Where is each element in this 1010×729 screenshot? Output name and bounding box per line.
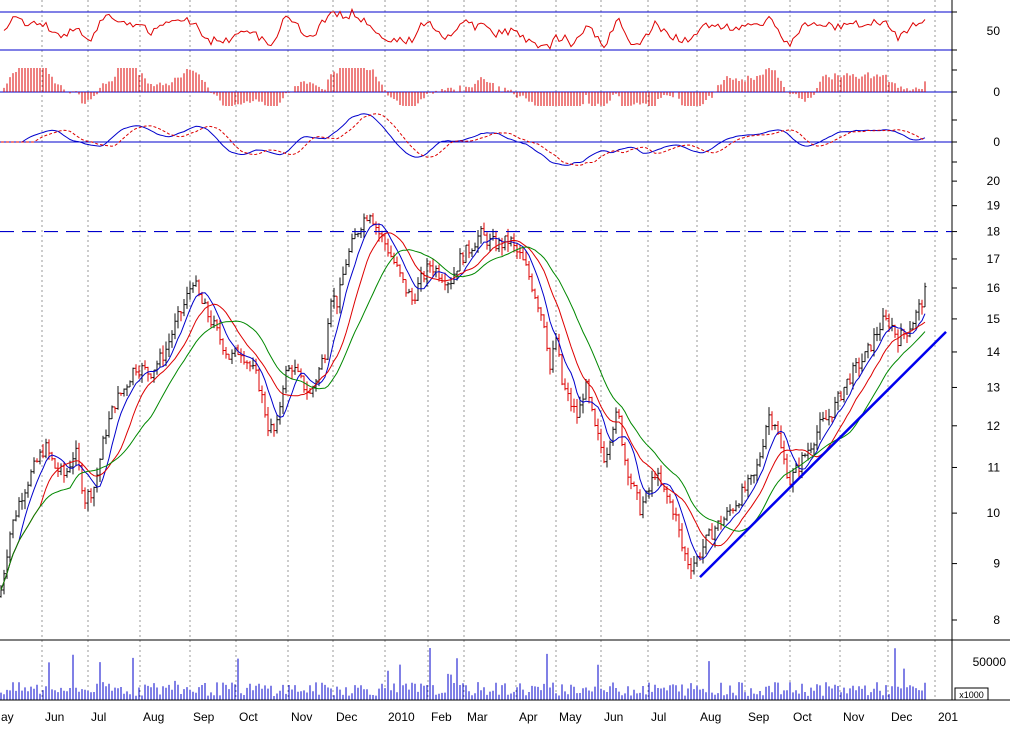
x-tick-label: Jul bbox=[651, 710, 666, 724]
moving-average-mid bbox=[0, 232, 926, 591]
price-tick-label: 9 bbox=[993, 557, 1000, 571]
indicator-tick-label: 50 bbox=[987, 24, 1001, 38]
indicator-tick-label: 0 bbox=[993, 85, 1000, 99]
rsi-line bbox=[3, 7, 926, 50]
x-tick-label: Oct bbox=[793, 710, 812, 724]
x-tick-label: Nov bbox=[291, 710, 312, 724]
support-trendline bbox=[699, 330, 947, 578]
x-tick-label: Sep bbox=[193, 710, 215, 724]
x-tick-label: 201 bbox=[938, 710, 958, 724]
x-tick-label: Aug bbox=[143, 710, 164, 724]
price-tick-label: 13 bbox=[987, 380, 1001, 394]
price-panel bbox=[0, 213, 952, 598]
indicator-tick-label: 0 bbox=[993, 135, 1000, 149]
x-tick-label: Oct bbox=[239, 710, 258, 724]
x-tick-label: Nov bbox=[843, 710, 864, 724]
macd-line bbox=[1, 113, 926, 166]
x-tick-label: Mar bbox=[467, 710, 488, 724]
x-tick-label: Jun bbox=[45, 710, 64, 724]
price-tick-label: 14 bbox=[987, 345, 1001, 359]
price-tick-label: 20 bbox=[987, 174, 1001, 188]
price-tick-label: 19 bbox=[987, 199, 1001, 213]
price-tick-label: 8 bbox=[993, 613, 1000, 627]
volume-unit-box bbox=[954, 687, 989, 701]
x-tick-label: Sep bbox=[748, 710, 770, 724]
price-tick-label: 11 bbox=[988, 460, 1001, 474]
price-tick-label: 10 bbox=[987, 506, 1001, 520]
x-tick-label: Aug bbox=[700, 710, 721, 724]
grid bbox=[41, 0, 936, 700]
price-tick-label: 18 bbox=[987, 225, 1001, 239]
x-tick-label: Jun bbox=[604, 710, 623, 724]
moving-average-slow bbox=[0, 246, 926, 591]
axis-labels: 8 9 10 11 12 13 14 15 16 17 18 19 20 50 0 0 50000 x1000 ay… bbox=[1, 11, 1007, 724]
price-tick-label: 16 bbox=[987, 281, 1001, 295]
x-tick-label: Apr bbox=[519, 710, 538, 724]
price-tick-label: 15 bbox=[987, 312, 1001, 326]
x-tick-label: Dec bbox=[891, 710, 912, 724]
x-tick-label: May bbox=[559, 710, 582, 724]
indicator-panels bbox=[0, 7, 952, 166]
x-tick-label: ay bbox=[1, 710, 14, 724]
price-tick-label: 17 bbox=[987, 252, 1001, 266]
macd-signal-line bbox=[1, 113, 926, 166]
x-tick-label: Jul bbox=[91, 710, 106, 724]
panel-frame bbox=[0, 0, 1010, 701]
x-tick-label: Feb bbox=[431, 710, 452, 724]
x-tick-label: Dec bbox=[336, 710, 357, 724]
price-tick-label: 12 bbox=[987, 419, 1001, 433]
volume-unit-label: x1000 bbox=[959, 690, 984, 700]
volume-panel bbox=[0, 648, 926, 700]
volume-tick-label: 50000 bbox=[973, 655, 1007, 669]
x-tick-label: 2010 bbox=[388, 710, 415, 724]
